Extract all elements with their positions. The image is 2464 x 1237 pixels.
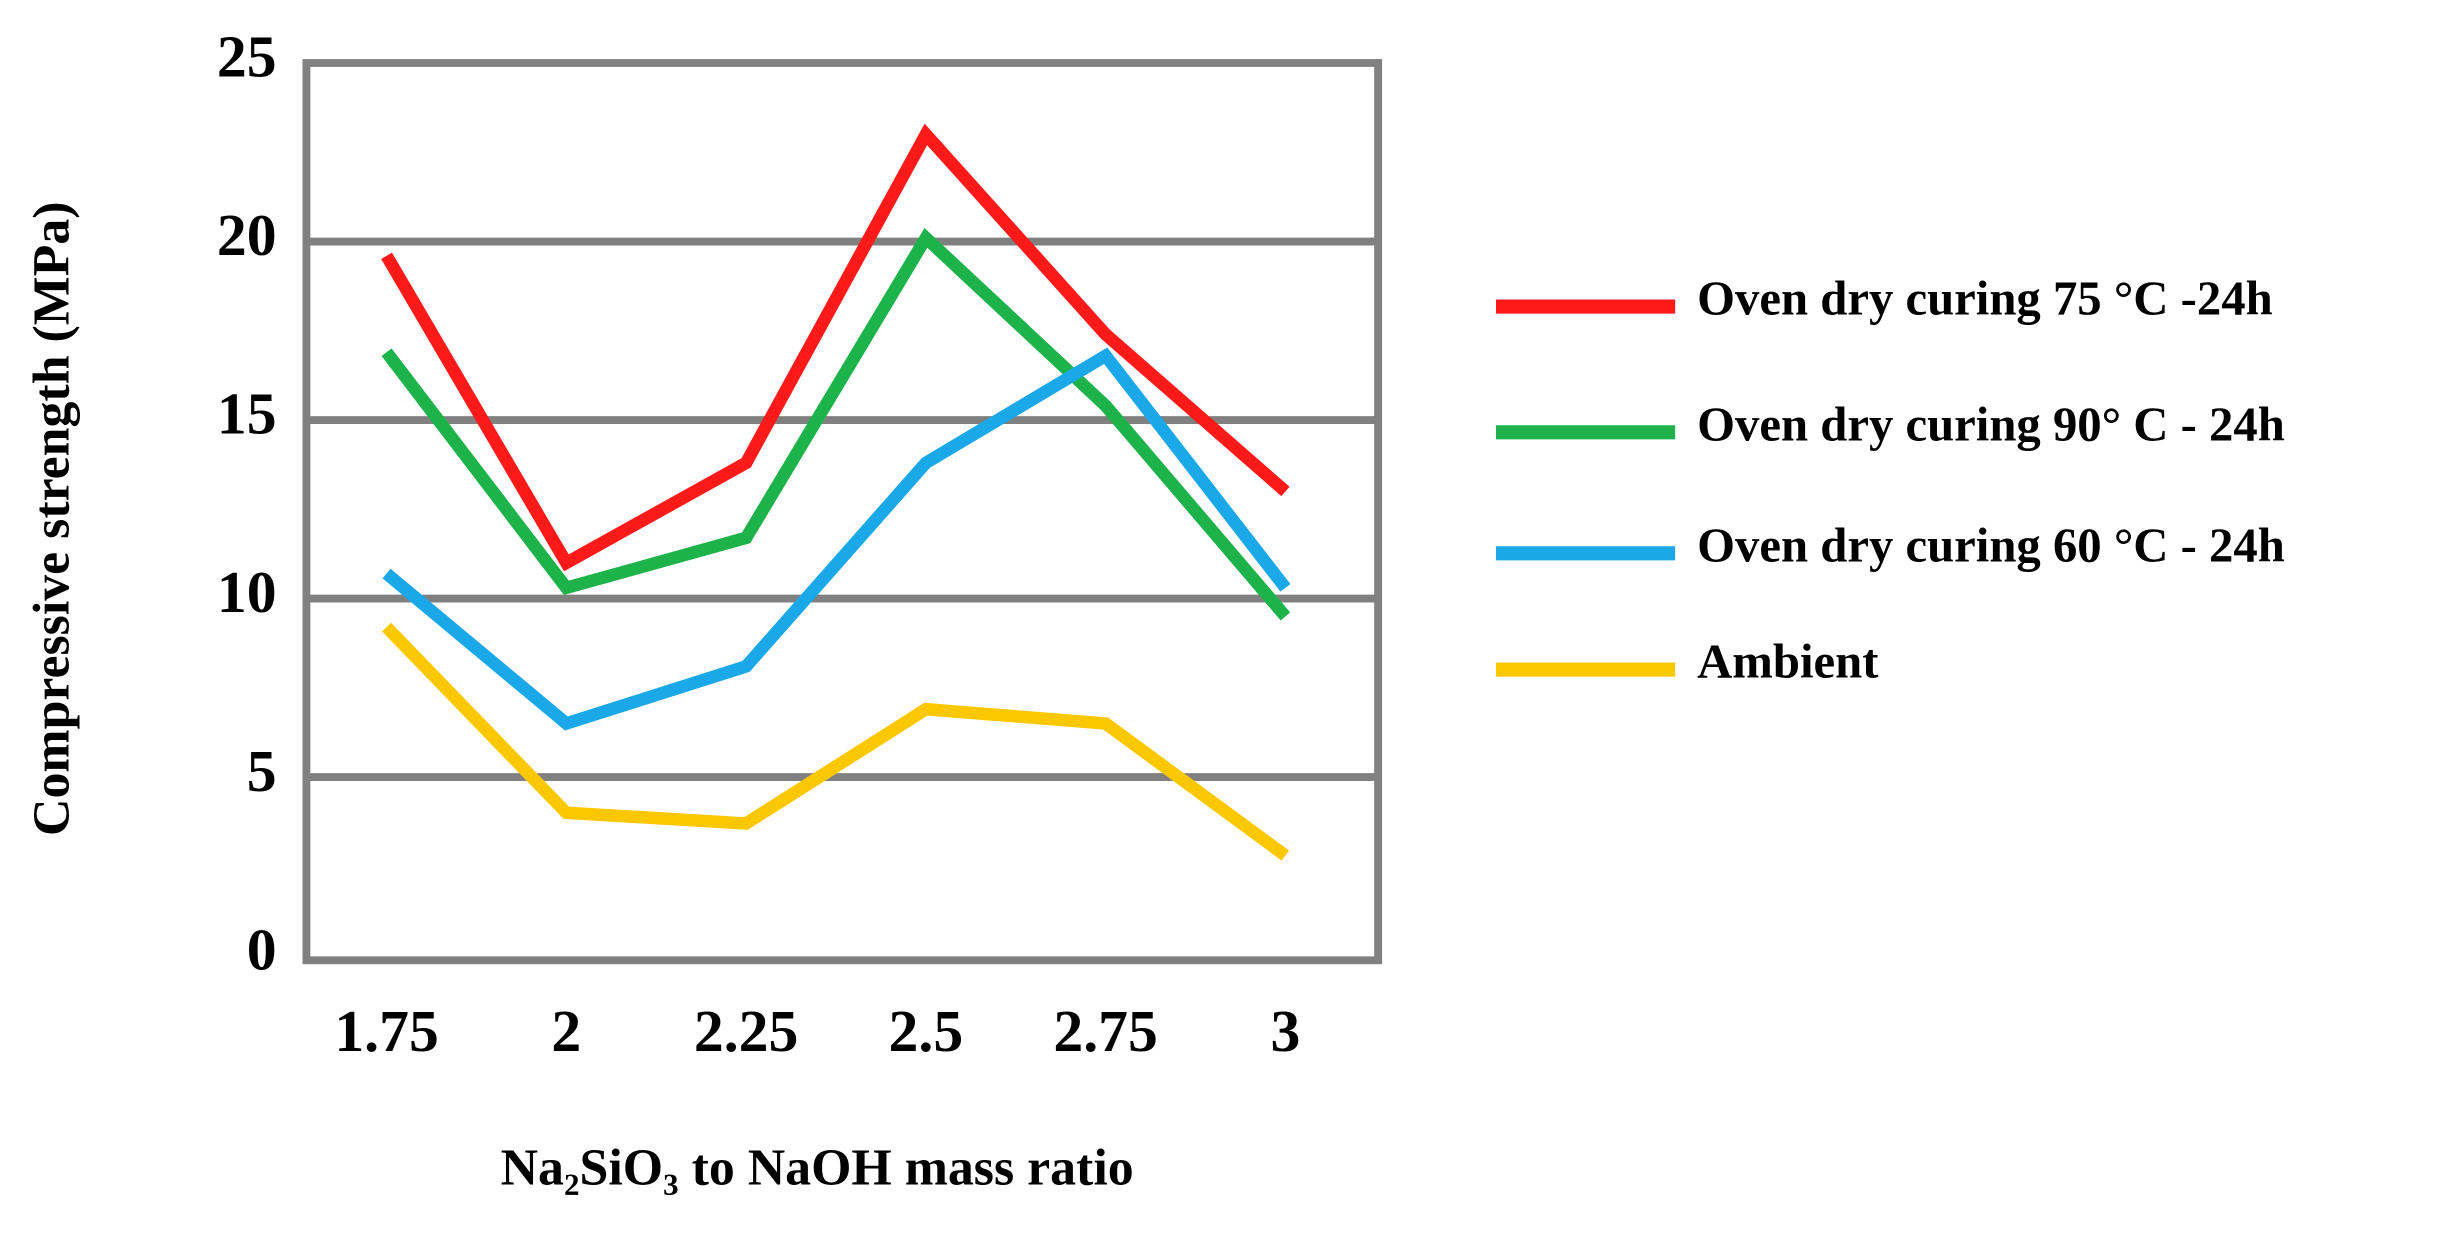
y-tick-label: 0 bbox=[247, 916, 277, 982]
legend-label: Ambient bbox=[1697, 635, 1878, 689]
x-tick-label: 2.75 bbox=[1053, 998, 1157, 1064]
legend-label: Oven dry curing 60 °C - 24h bbox=[1697, 518, 2285, 572]
series-line bbox=[381, 228, 1291, 621]
plot-frame bbox=[302, 59, 1383, 965]
y-axis-title: Compressive strength (MPa) bbox=[23, 201, 80, 836]
y-tick-label: 5 bbox=[247, 738, 277, 804]
y-tick-label: 10 bbox=[217, 559, 277, 625]
x-tick-label: 1.75 bbox=[334, 998, 438, 1064]
y-tick-label: 25 bbox=[217, 24, 277, 90]
legend-label: Oven dry curing 75 °C -24h bbox=[1697, 272, 2273, 326]
series-line bbox=[381, 123, 1290, 572]
x-tick-label: 2.25 bbox=[694, 998, 798, 1064]
series-line bbox=[382, 347, 1291, 731]
x-tick-label: 3 bbox=[1270, 998, 1300, 1064]
legend-label: Oven dry curing 90° C - 24h bbox=[1697, 397, 2285, 451]
x-tick-label: 2.5 bbox=[889, 998, 964, 1064]
x-axis-title: Na₂SiO₃ to NaOH mass ratio bbox=[501, 1139, 1134, 1196]
y-tick-label: 15 bbox=[217, 381, 277, 447]
series-line bbox=[382, 622, 1290, 861]
x-tick-label: 2 bbox=[551, 998, 581, 1064]
y-tick-label: 20 bbox=[217, 202, 277, 268]
